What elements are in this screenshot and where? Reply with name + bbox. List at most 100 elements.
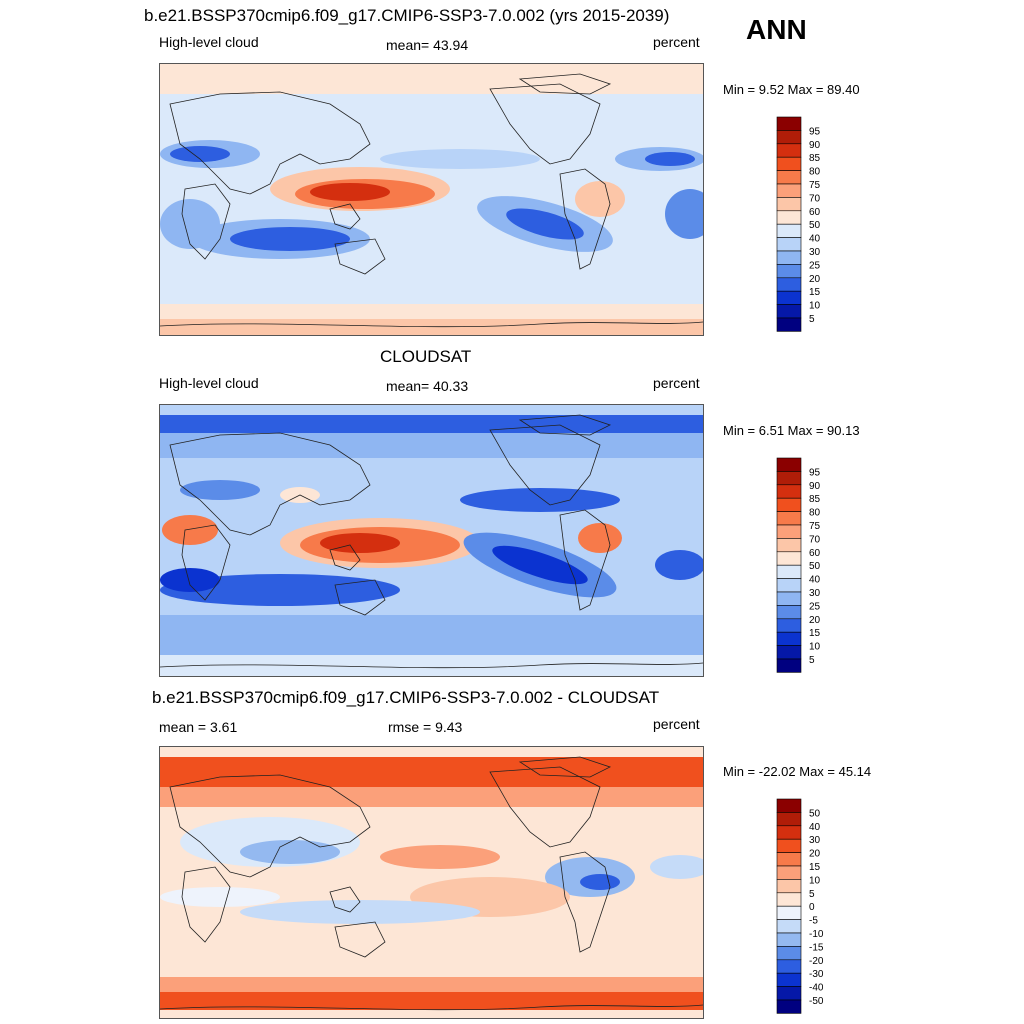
- colorbar-tick-label: 90: [809, 481, 821, 492]
- coastline: [169, 432, 371, 536]
- contour-region: [160, 574, 400, 606]
- colorbar-tick-label: -30: [809, 969, 824, 980]
- colorbar-box: [776, 223, 802, 238]
- colorbar-box: [776, 631, 802, 646]
- coastline: [559, 509, 611, 611]
- contour-region: [170, 146, 230, 162]
- coastline: [334, 238, 386, 275]
- contour-region: [650, 855, 703, 879]
- contour-band: [160, 433, 703, 458]
- colorbar-box: [776, 143, 802, 158]
- coastline: [181, 524, 231, 601]
- coastline: [329, 886, 361, 913]
- panel3-mean-label: mean = 3.61: [159, 719, 238, 735]
- colorbar-box: [776, 946, 802, 961]
- panel3-rmse-label: rmse = 9.43: [388, 719, 463, 735]
- panel3-minmax: Min = -22.02 Max = 45.14: [723, 764, 872, 779]
- colorbar-tick-label: 15: [809, 628, 821, 639]
- colorbar-tick-label: 75: [809, 521, 821, 532]
- contour-region: [380, 845, 500, 869]
- contour-band: [160, 757, 703, 787]
- colorbar-tick-label: 70: [809, 193, 821, 204]
- colorbar-tick-label: 80: [809, 167, 821, 178]
- colorbar-box: [776, 497, 802, 512]
- coastline: [559, 168, 611, 270]
- contour-region: [580, 874, 620, 890]
- colorbar-box: [776, 999, 802, 1014]
- colorbar-box: [776, 905, 802, 920]
- colorbar-tick-label: 30: [809, 247, 821, 258]
- panel1-mean-label: mean= 43.94: [386, 37, 469, 53]
- contour-region: [380, 149, 540, 169]
- colorbar-tick-label: 15: [809, 862, 821, 873]
- colorbar-box: [776, 471, 802, 486]
- colorbar-box: [776, 564, 802, 579]
- contour-band: [160, 64, 703, 94]
- colorbar-box: [776, 618, 802, 633]
- coastline: [518, 73, 612, 95]
- coastline: [160, 1004, 703, 1011]
- contour-region: [240, 840, 340, 864]
- coastline: [334, 921, 386, 958]
- panel2-units-label: percent: [653, 375, 700, 391]
- contour-region: [160, 568, 220, 592]
- colorbar-box: [776, 264, 802, 279]
- colorbar-box: [776, 852, 802, 867]
- colorbar-tick-label: 10: [809, 875, 821, 886]
- contour-region: [320, 533, 400, 553]
- contour-region: [575, 181, 625, 217]
- colorbar-box: [776, 605, 802, 620]
- colorbar-tick-label: 50: [809, 808, 821, 819]
- colorbar-tick-label: 75: [809, 180, 821, 191]
- colorbar-tick-label: 50: [809, 561, 821, 572]
- colorbar-box: [776, 538, 802, 553]
- colorbar-box: [776, 250, 802, 265]
- coastline: [181, 183, 231, 260]
- panel2-mean-label: mean= 40.33: [386, 378, 469, 394]
- colorbar-tick-label: 20: [809, 849, 821, 860]
- colorbar-box: [776, 277, 802, 292]
- colorbar-tick-label: 15: [809, 287, 821, 298]
- colorbar-tick-label: -15: [809, 942, 824, 953]
- coastline: [518, 414, 612, 436]
- panel1-units-label: percent: [653, 34, 700, 50]
- coastline: [489, 424, 601, 506]
- contour-region: [492, 545, 588, 585]
- contour-region: [240, 900, 480, 924]
- panel3-map: [159, 746, 704, 1019]
- colorbar-box: [776, 879, 802, 894]
- coastline: [169, 91, 371, 195]
- contour-region: [310, 183, 390, 201]
- coastline: [489, 83, 601, 165]
- colorbar-box: [776, 986, 802, 1001]
- coastline: [160, 321, 703, 328]
- panel1-title: b.e21.BSSP370cmip6.f09_g17.CMIP6-SSP3-7.…: [144, 6, 670, 25]
- contour-band: [160, 992, 703, 1010]
- colorbar-tick-label: 95: [809, 126, 821, 137]
- colorbar-tick-label: 10: [809, 301, 821, 312]
- colorbar-box: [776, 578, 802, 593]
- colorbar-box: [776, 838, 802, 853]
- colorbar-tick-label: 20: [809, 274, 821, 285]
- panel2-minmax: Min = 6.51 Max = 90.13: [723, 423, 860, 438]
- contour-region: [645, 152, 695, 166]
- colorbar-box: [776, 591, 802, 606]
- contour-region: [160, 887, 280, 907]
- colorbar-box: [776, 130, 802, 145]
- contour-region: [180, 480, 260, 500]
- colorbar-tick-label: 40: [809, 822, 821, 833]
- panel3-units-label: percent: [653, 716, 700, 732]
- colorbar-tick-label: 40: [809, 234, 821, 245]
- colorbar-tick-label: 5: [809, 655, 815, 666]
- panel3-title: b.e21.BSSP370cmip6.f09_g17.CMIP6-SSP3-7.…: [152, 688, 660, 707]
- colorbar-box: [776, 457, 802, 472]
- panel2-title: CLOUDSAT: [380, 347, 472, 366]
- colorbar-tick-label: 30: [809, 835, 821, 846]
- colorbar-tick-label: 60: [809, 207, 821, 218]
- colorbar-tick-label: -40: [809, 983, 824, 994]
- colorbar-box: [776, 972, 802, 987]
- colorbar-tick-label: 0: [809, 902, 815, 913]
- contour-band: [160, 655, 703, 676]
- coastline: [169, 774, 371, 878]
